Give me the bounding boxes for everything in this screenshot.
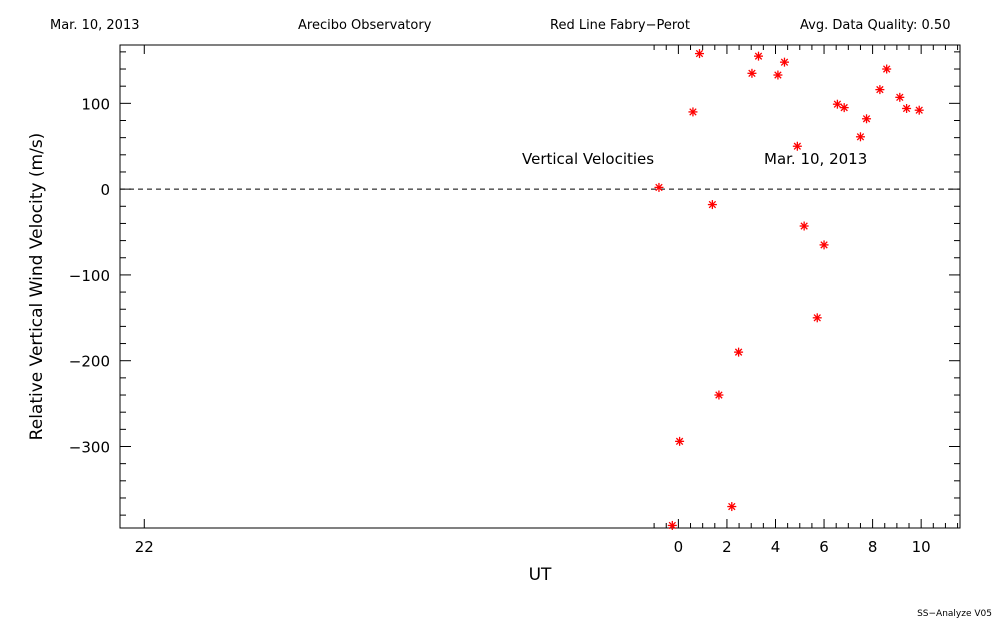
- data-point: [855, 132, 865, 142]
- data-point: [812, 313, 822, 323]
- header-instrument: Red Line Fabry−Perot: [550, 18, 690, 33]
- y-tick-label: 100: [81, 95, 110, 113]
- x-tick-labels: 22 0 2 4 6 8 10: [135, 538, 931, 556]
- x-tick-label: 6: [819, 538, 829, 556]
- data-point: [882, 64, 892, 74]
- data-points: [654, 49, 924, 530]
- data-point: [799, 221, 809, 231]
- data-point: [714, 390, 724, 400]
- data-point: [753, 51, 763, 61]
- data-point: [839, 103, 849, 113]
- data-point: [895, 92, 905, 102]
- y-tick-label: 0: [100, 181, 110, 199]
- x-tick-label: 4: [771, 538, 781, 556]
- data-point: [675, 436, 685, 446]
- y-tick-label: −100: [69, 267, 110, 285]
- data-point: [792, 141, 802, 151]
- y-axis-label: Relative Vertical Wind Velocity (m/s): [27, 133, 47, 441]
- data-point: [654, 182, 664, 192]
- data-point: [688, 107, 698, 117]
- data-point: [727, 502, 737, 512]
- x-tick-label: 10: [912, 538, 931, 556]
- data-point: [747, 68, 757, 78]
- y-tick-labels: −300 −200 −100 0 100: [69, 95, 110, 456]
- header-quality: Avg. Data Quality: 0.50: [800, 18, 951, 33]
- header-site: Arecibo Observatory: [298, 18, 432, 33]
- x-tick-label: 2: [722, 538, 732, 556]
- plot-frame: [119, 44, 961, 529]
- x-tick-label: 22: [135, 538, 154, 556]
- data-point: [707, 200, 717, 210]
- data-point: [875, 85, 885, 95]
- header-date: Mar. 10, 2013: [50, 18, 140, 33]
- data-point: [734, 347, 744, 357]
- y-tick-label: −300: [69, 438, 110, 456]
- x-axis-label: UT: [529, 565, 552, 585]
- annotation-vertical-velocities: Vertical Velocities: [522, 150, 654, 168]
- data-point: [779, 57, 789, 67]
- data-point: [695, 49, 705, 59]
- data-point: [862, 114, 872, 124]
- x-tick-label: 8: [868, 538, 878, 556]
- axis-ticks: [120, 45, 960, 528]
- software-version: SS−Analyze V05: [917, 609, 992, 619]
- data-point: [819, 240, 829, 250]
- annotation-date: Mar. 10, 2013: [764, 150, 867, 168]
- data-point: [914, 105, 924, 115]
- data-point: [832, 99, 842, 109]
- data-point: [667, 520, 677, 530]
- y-tick-label: −200: [69, 353, 110, 371]
- data-point: [773, 70, 783, 80]
- x-tick-label: 0: [674, 538, 684, 556]
- data-point: [902, 103, 912, 113]
